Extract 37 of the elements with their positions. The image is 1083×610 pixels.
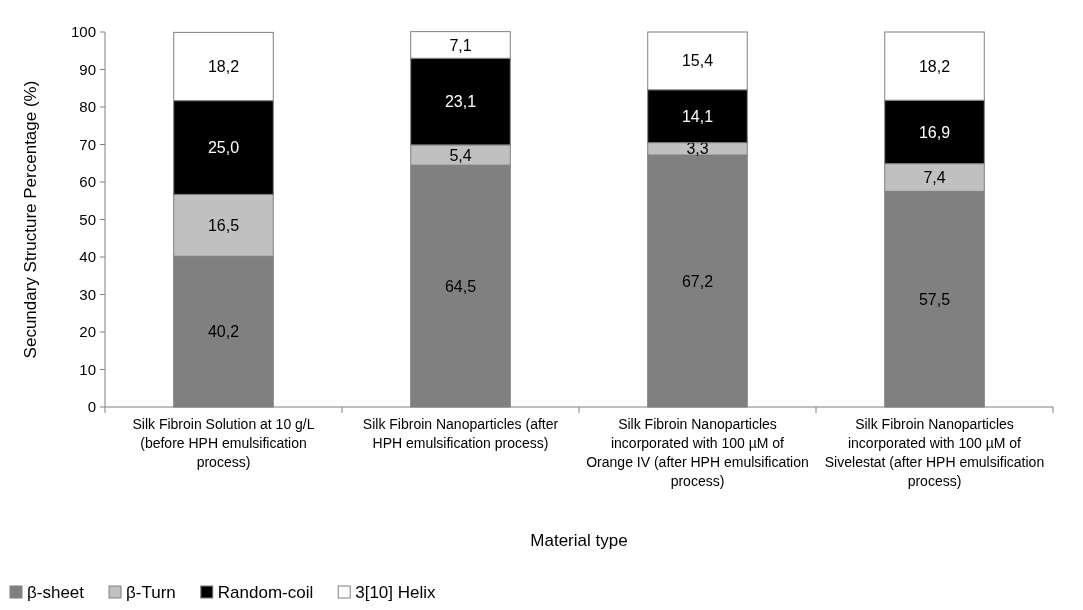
data-label: 14,1 [681, 107, 714, 125]
data-label: 40,2 [207, 323, 240, 341]
x-tick-label: Silk Fibroin Nanoparticles incorporated with 100 µM of Sivelestat (after HPH emulsification process) [824, 416, 1045, 489]
data-label: 67,2 [681, 272, 714, 290]
y-tick-label: 100 [70, 23, 96, 41]
x-axis-title: Material type [530, 531, 628, 550]
data-label: 64,5 [444, 277, 477, 295]
legend-label: Random-coil [217, 582, 314, 602]
data-label: 16,9 [918, 123, 951, 141]
legend-label: 3[10] Helix [355, 582, 437, 602]
data-label: 7,4 [923, 169, 946, 187]
data-label: 57,5 [918, 290, 951, 308]
data-label: 18,2 [918, 57, 951, 75]
y-tick-label: 70 [79, 135, 96, 153]
y-tick-label: 10 [79, 360, 96, 378]
data-label: 18,2 [207, 58, 240, 76]
y-tick-label: 90 [79, 60, 96, 78]
x-tick-label: Silk Fibroin Nanoparticles incorporated with 100 µM of Orange IV (after HPH emulsification process) [586, 416, 809, 489]
y-tick-label: 0 [87, 398, 96, 416]
data-label: 23,1 [444, 93, 477, 111]
y-tick-label: 60 [79, 173, 96, 191]
x-tick-label: Silk Fibroin Solution at 10 g/L (before HPH emulsification process) [132, 416, 315, 470]
y-tick-label: 30 [79, 285, 96, 303]
legend-label: β-Turn [126, 582, 176, 602]
data-label: 5,4 [449, 146, 472, 164]
data-label: 7,1 [449, 36, 472, 54]
y-tick-label: 40 [79, 248, 96, 266]
data-label: 25,0 [207, 139, 240, 157]
data-label: 16,5 [207, 216, 240, 234]
x-tick-label: Silk Fibroin Nanoparticles (after HPH emulsification process) [362, 416, 559, 451]
legend-label: β-sheet [27, 582, 85, 602]
y-tick-label: 20 [79, 323, 96, 341]
y-tick-label: 80 [79, 98, 96, 116]
data-label: 15,4 [681, 52, 714, 70]
y-axis-title: Secundary Structure Percentage (%) [21, 80, 40, 359]
y-tick-label: 50 [79, 210, 96, 228]
data-label: 3,3 [686, 140, 709, 158]
